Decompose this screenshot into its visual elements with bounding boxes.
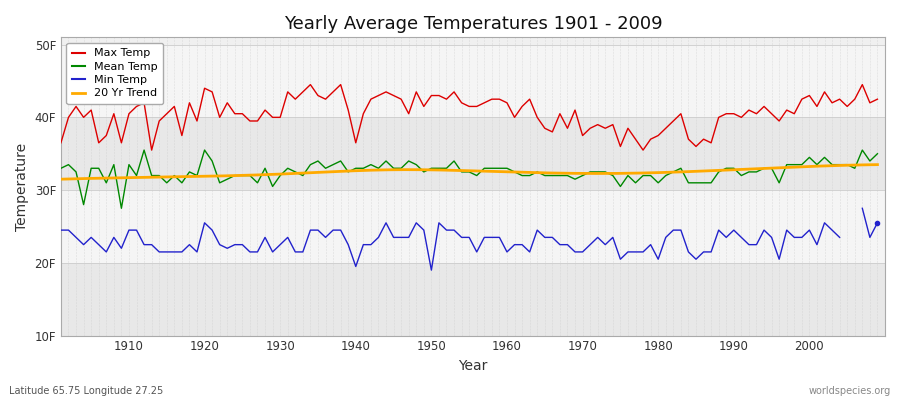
Y-axis label: Temperature: Temperature xyxy=(15,142,29,230)
Bar xyxy=(61,190,885,263)
X-axis label: Year: Year xyxy=(458,359,488,373)
Legend: Max Temp, Mean Temp, Min Temp, 20 Yr Trend: Max Temp, Mean Temp, Min Temp, 20 Yr Tre… xyxy=(67,43,164,104)
Bar xyxy=(61,263,885,336)
Text: Latitude 65.75 Longitude 27.25: Latitude 65.75 Longitude 27.25 xyxy=(9,386,163,396)
Bar xyxy=(61,45,885,117)
Title: Yearly Average Temperatures 1901 - 2009: Yearly Average Temperatures 1901 - 2009 xyxy=(284,15,662,33)
Bar xyxy=(61,117,885,190)
Text: worldspecies.org: worldspecies.org xyxy=(809,386,891,396)
